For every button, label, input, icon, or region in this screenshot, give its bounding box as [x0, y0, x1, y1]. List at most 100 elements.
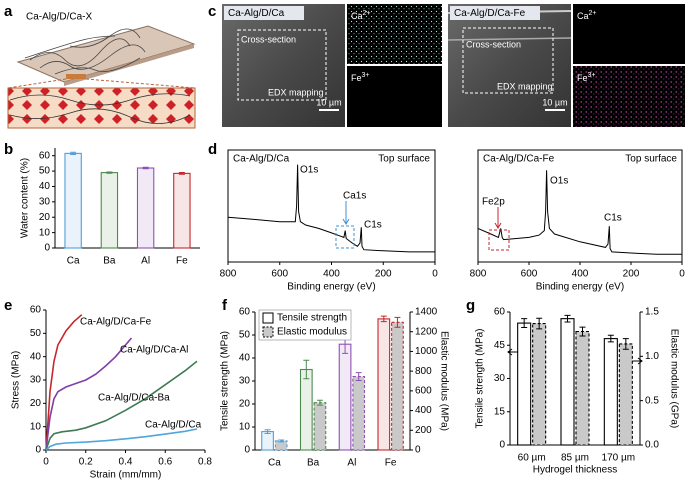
y2-tick-label: 1000 [415, 346, 438, 357]
error-bar [106, 171, 113, 174]
error-bar [536, 317, 543, 330]
box-label: EDX mapping [268, 87, 324, 97]
image-title: Ca-Alg/D/Ca [228, 8, 285, 19]
x-tick-label: Fe [385, 458, 397, 469]
x-tick-label: 170 µm [602, 453, 636, 464]
y2-axis-label: Elastic modulus (MPa) [438, 331, 449, 431]
sem-edge [447, 37, 572, 41]
bar [100, 172, 119, 249]
y-tick-label: 50 [239, 330, 251, 341]
error-bar [521, 318, 528, 329]
x-tick-label: 0 [432, 269, 438, 280]
data-line [45, 314, 83, 451]
data-line [477, 170, 682, 255]
y-tick-label: 10 [30, 421, 42, 432]
element: Ca [577, 11, 589, 21]
x-tick-label: Ca [268, 458, 281, 469]
y-tick-label: 0 [499, 440, 505, 451]
x-tick-label: 0.6 [158, 457, 172, 468]
zoom-lines [7, 78, 196, 89]
sem-image [222, 4, 345, 127]
charge: 3+ [362, 72, 370, 79]
curve-label: Ca-Alg/D/Ca-Ba [98, 393, 170, 404]
map-label: Ca2+ [577, 10, 597, 22]
x-tick-label: 600 [271, 269, 288, 280]
element: Fe [351, 73, 362, 83]
map-label: Fe3+ [351, 72, 370, 84]
bar [338, 343, 352, 451]
y2-tick-label: 400 [415, 405, 432, 416]
legend-swatch [262, 312, 274, 324]
error-bar [380, 315, 387, 323]
y2-tick-label: 1200 [415, 326, 438, 337]
box-label: Cross-section [241, 34, 296, 44]
x-axis-label: Binding energy (eV) [287, 282, 375, 293]
edx-map [347, 4, 442, 64]
mapping-box [237, 29, 327, 101]
y-tick-label: 50 [39, 166, 51, 177]
y-axis-label: Tensile strength (MPa) [475, 328, 486, 428]
y-tick-label: 30 [39, 196, 51, 207]
y2-tick-label: 1400 [415, 307, 438, 318]
x-tick-label: 0.2 [79, 457, 93, 468]
x-axis-label: Binding energy (eV) [536, 282, 624, 293]
annotation: Fe2p [482, 197, 505, 208]
x-tick-label: Ba [103, 256, 116, 267]
data-line [45, 360, 198, 451]
chart-subtitle: Top surface [378, 154, 430, 165]
image-title-box [224, 6, 304, 20]
annotation-box [335, 225, 355, 249]
y-tick-label: 30 [30, 375, 42, 386]
y2-tick-label: 0 [415, 445, 421, 456]
y2-tick-label: 1.5 [645, 307, 659, 318]
y2-tick-label: 0.0 [645, 440, 659, 451]
annotation: C1s [364, 220, 382, 231]
x-tick-label: 0 [43, 457, 49, 468]
x-tick-label: 85 µm [561, 453, 589, 464]
bar [313, 402, 327, 451]
legend-label: Elastic modulus [277, 327, 347, 338]
annotation-arrow [494, 207, 502, 229]
error-bar [607, 334, 614, 343]
y-tick-label: 0 [44, 243, 50, 254]
y-tick-label: 40 [30, 351, 42, 362]
y-tick-label: 10 [39, 227, 51, 238]
charge: 2+ [363, 10, 371, 17]
panel-letter: d [208, 141, 217, 158]
network-lines [9, 93, 191, 124]
y2-tick-label: 800 [415, 366, 432, 377]
mapping-box [462, 27, 554, 94]
bar [173, 172, 191, 249]
legend-label: Tensile strength [277, 313, 347, 324]
y-tick-label: 40 [39, 181, 51, 192]
y-tick-label: 0 [35, 445, 41, 456]
error-bar [278, 439, 285, 443]
bar [391, 321, 404, 451]
annotation: Ca1s [343, 191, 366, 202]
x-tick-label: 0.4 [119, 457, 133, 468]
bar [517, 322, 532, 446]
panel-c: Ca-Alg/D/Ca Cross-section EDX mapping 10… [222, 4, 685, 127]
y2-tick-label: 600 [415, 385, 432, 396]
x-tick-label: Ba [307, 458, 320, 469]
curve-label: Ca-Alg/D/Ca [145, 420, 202, 431]
panel-letter: f [222, 297, 228, 314]
error-bar [355, 372, 362, 382]
y-tick-label: 0 [244, 445, 250, 456]
curve-label: Ca-Alg/D/Ca-Fe [80, 317, 152, 328]
error-bar [142, 166, 149, 170]
x-tick-label: Al [347, 458, 356, 469]
map-label: Ca2+ [351, 10, 371, 22]
polymer-chains [24, 28, 146, 75]
x-tick-label: 60 µm [518, 453, 546, 464]
bar [261, 431, 274, 451]
bar [575, 330, 590, 446]
y2-tick-label: 200 [415, 425, 432, 436]
error-bar [394, 316, 401, 328]
bar [603, 338, 618, 446]
y-tick-label: 20 [30, 398, 42, 409]
y2-tick-label: 0.5 [645, 395, 659, 406]
curve-label: Ca-Alg/D/Ca-Al [120, 345, 188, 356]
y-tick-label: 20 [39, 212, 51, 223]
x-tick-label: 200 [623, 269, 640, 280]
